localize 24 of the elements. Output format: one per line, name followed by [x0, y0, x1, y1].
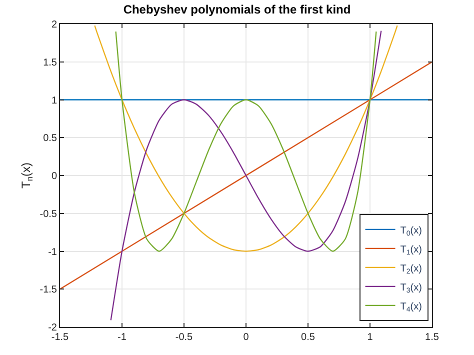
line-series — [115, 30, 377, 252]
y-tick-label: -0.5 — [40, 208, 58, 220]
x-tick-label: -1 — [118, 332, 127, 343]
y-tick-label: -1.5 — [40, 284, 58, 296]
legend-label: T$_{4}$(x) — [400, 301, 422, 314]
legend-label: T$_{3}$(x) — [400, 282, 422, 294]
y-tick-label: 1.5 — [43, 57, 58, 68]
y-tick-label: 0.5 — [43, 133, 58, 144]
legend-label: T$_{0}$(x) — [400, 225, 422, 238]
y-tick-label: 0 — [51, 171, 58, 182]
x-tick-label: 1.5 — [425, 332, 440, 343]
line-series — [110, 30, 382, 321]
line-series — [94, 24, 398, 252]
y-tick-label: -2 — [48, 322, 58, 334]
y-tick-label: 1 — [51, 95, 58, 106]
chart-title: Chebyshev polynomials of the first kind — [123, 2, 351, 17]
x-tick-label: 0 — [243, 332, 250, 343]
x-tick-label: 0.5 — [301, 332, 316, 343]
y-tick-label: -1 — [48, 246, 58, 258]
y-tick-label: 2 — [51, 20, 58, 30]
x-tick-label: -0.5 — [175, 332, 194, 343]
legend-label: T$_{2}$(x) — [400, 263, 422, 276]
legend-label: T$_{1}$(x) — [400, 244, 422, 256]
x-tick-label: 1 — [367, 332, 374, 343]
